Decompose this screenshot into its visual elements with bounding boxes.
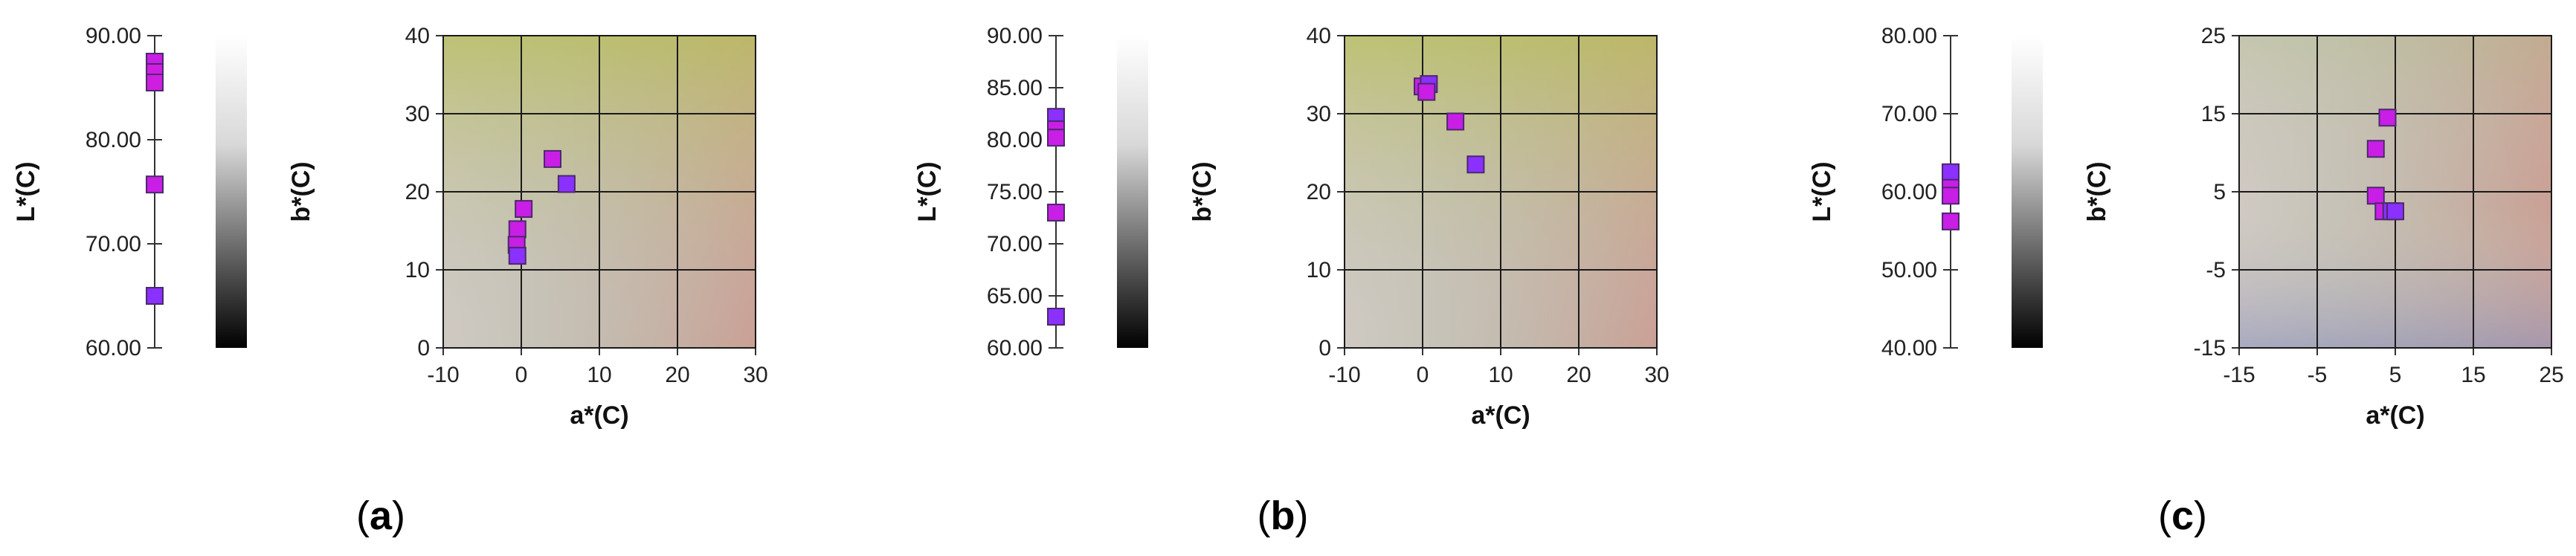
y-axis-tick-label: 25 bbox=[2201, 24, 2226, 48]
l-axis-tick-label: 60.00 bbox=[1881, 180, 1937, 204]
x-axis-tick-label: 0 bbox=[515, 363, 528, 387]
caption-close-paren: ) bbox=[2194, 494, 2207, 538]
ab-point bbox=[1466, 155, 1485, 174]
l-axis-tick-label: 70.00 bbox=[86, 232, 141, 256]
l-point bbox=[1047, 308, 1065, 326]
x-axis-title: a*(C) bbox=[1471, 401, 1530, 430]
x-axis-tick-label: 15 bbox=[2461, 363, 2485, 387]
x-axis-tick-label: 10 bbox=[1488, 363, 1513, 387]
x-axis-tick-label: 5 bbox=[2389, 363, 2402, 387]
ab-point bbox=[2378, 109, 2397, 127]
panel-caption: (a) bbox=[356, 494, 405, 538]
chart-panel-b: 60.00 65.00 70.00 75.00 80.00 85.00 90.00 L*(C)… bbox=[913, 24, 1669, 538]
caption-open-paren: ( bbox=[356, 494, 370, 538]
b-axis-bar-title: b*(C) bbox=[1188, 161, 1217, 222]
l-point bbox=[1942, 212, 1960, 230]
y-axis-tick-label: 5 bbox=[2213, 180, 2226, 204]
chart-panel-c: 40.00 50.00 60.00 70.00 80.00 L*(C) b*(C) -15 -5… bbox=[1808, 24, 2564, 538]
caption-letter: c bbox=[2171, 494, 2194, 538]
y-axis-tick-label: 40 bbox=[405, 24, 430, 48]
x-axis-tick-label: 30 bbox=[1644, 363, 1669, 387]
x-axis-tick-label: -10 bbox=[427, 363, 459, 387]
x-axis-tick-label: 30 bbox=[743, 363, 767, 387]
l-axis-tick-label: 85.00 bbox=[987, 76, 1043, 100]
y-axis-tick-label: 30 bbox=[1307, 102, 1331, 126]
ab-point bbox=[2386, 202, 2404, 221]
l-axis-tick-label: 50.00 bbox=[1881, 258, 1937, 282]
b-axis-bar-title: b*(C) bbox=[2083, 161, 2111, 222]
l-axis-tick-label: 90.00 bbox=[86, 24, 141, 48]
l-axis-title: L*(C) bbox=[1808, 161, 1836, 222]
ab-point bbox=[1417, 83, 1436, 101]
y-axis-tick-label: -15 bbox=[2194, 336, 2226, 361]
caption-open-paren: ( bbox=[2158, 494, 2171, 538]
y-axis-tick-label: 10 bbox=[405, 258, 430, 282]
ab-point bbox=[508, 247, 527, 265]
x-axis-tick-label: 20 bbox=[1566, 363, 1591, 387]
x-axis-tick-label: 20 bbox=[665, 363, 689, 387]
b-gradient-bar bbox=[216, 36, 247, 348]
l-point bbox=[1942, 163, 1960, 181]
l-axis-tick-label: 80.00 bbox=[86, 128, 141, 152]
y-axis-tick-label: 20 bbox=[405, 180, 430, 204]
l-axis-title: L*(C) bbox=[12, 161, 40, 222]
panel-caption: (c) bbox=[2158, 494, 2207, 538]
l-axis-tick-label: 70.00 bbox=[1881, 102, 1937, 126]
y-axis-tick-label: 30 bbox=[405, 102, 430, 126]
y-axis-tick-label: 20 bbox=[1307, 180, 1331, 204]
l-axis-tick-label: 60.00 bbox=[86, 336, 141, 361]
caption-open-paren: ( bbox=[1258, 494, 1271, 538]
b-axis-bar-title: b*(C) bbox=[287, 161, 315, 222]
caption-close-paren: ) bbox=[1295, 494, 1309, 538]
panel-caption: (b) bbox=[1258, 494, 1309, 538]
l-axis-tick-label: 80.00 bbox=[1881, 24, 1937, 48]
l-point bbox=[146, 175, 164, 194]
l-point bbox=[146, 74, 164, 91]
ab-point bbox=[1446, 112, 1465, 131]
l-axis-tick-label: 70.00 bbox=[987, 232, 1043, 256]
x-axis-title: a*(C) bbox=[570, 401, 628, 430]
b-gradient-bar bbox=[1117, 36, 1148, 348]
plot-frame bbox=[442, 35, 756, 349]
l-point bbox=[1047, 129, 1065, 147]
y-axis-tick-label: 10 bbox=[1307, 258, 1331, 282]
plot-frame bbox=[1344, 35, 1658, 349]
x-axis-tick-label: 25 bbox=[2539, 363, 2563, 387]
caption-letter: b bbox=[1271, 494, 1295, 538]
x-axis-tick-label: 10 bbox=[587, 363, 611, 387]
y-axis-tick-label: 0 bbox=[417, 336, 430, 361]
caption-letter: a bbox=[370, 494, 393, 538]
b-gradient-bar bbox=[2012, 36, 2043, 348]
y-axis-tick-label: 0 bbox=[1318, 336, 1331, 361]
l-axis-tick-label: 60.00 bbox=[987, 336, 1043, 361]
x-axis-tick-label: -5 bbox=[2308, 363, 2328, 387]
y-axis-tick-label: -5 bbox=[2206, 258, 2226, 282]
ab-point bbox=[508, 220, 527, 239]
x-axis-title: a*(C) bbox=[2366, 401, 2424, 430]
l-axis-tick-label: 80.00 bbox=[987, 128, 1043, 152]
ab-point bbox=[515, 200, 533, 219]
l-axis-tick-label: 90.00 bbox=[987, 24, 1043, 48]
l-axis-tick-label: 40.00 bbox=[1881, 336, 1937, 361]
l-axis-tick-label: 75.00 bbox=[987, 180, 1043, 204]
y-axis-tick-label: 15 bbox=[2201, 102, 2226, 126]
ab-point bbox=[2366, 140, 2385, 158]
y-axis-tick-label: 40 bbox=[1307, 24, 1331, 48]
x-axis-tick-label: 0 bbox=[1417, 363, 1429, 387]
l-point bbox=[146, 287, 164, 305]
caption-close-paren: ) bbox=[392, 494, 405, 538]
x-axis-tick-label: -15 bbox=[2223, 363, 2255, 387]
plot-frame bbox=[2238, 35, 2552, 349]
ab-point bbox=[557, 175, 576, 193]
l-axis-tick-label: 65.00 bbox=[987, 284, 1043, 308]
ab-point bbox=[2366, 187, 2385, 205]
l-axis-title: L*(C) bbox=[913, 161, 941, 222]
ab-point bbox=[544, 149, 561, 168]
l-point bbox=[1942, 187, 1960, 205]
x-axis-tick-label: -10 bbox=[1328, 363, 1360, 387]
l-point bbox=[1047, 204, 1065, 222]
